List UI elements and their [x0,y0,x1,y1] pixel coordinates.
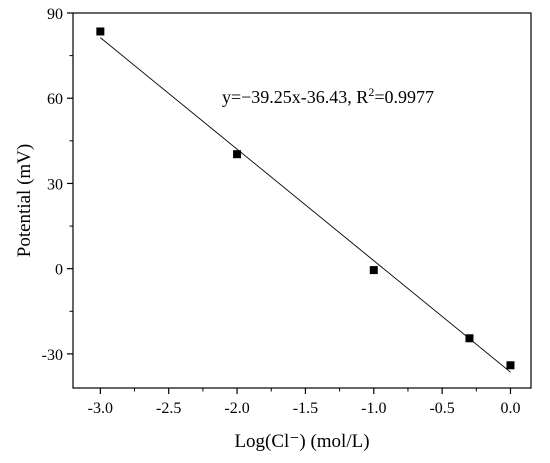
data-point [96,27,105,36]
plot-frame [72,12,532,389]
fit-line [100,37,511,373]
data-point [233,150,242,159]
y-tick-label: 30 [47,176,63,193]
y-tick-label: 0 [55,262,63,279]
y-tick-label: -30 [42,347,63,364]
x-axis-ticks: -3.0 -2.5 -2.0 -1.5 -1.0 -0.5 0.0 [88,388,520,417]
annotation-tail: =0.9977 [374,87,434,107]
data-point [506,361,515,370]
annotation-sup: 2 [368,85,374,99]
y-tick-label: 60 [47,91,63,108]
x-tick-label: -2.5 [156,400,181,417]
x-tick-label: -1.5 [293,400,318,417]
data-point [465,334,474,343]
data-points [96,27,515,370]
x-tick-label: -0.5 [429,400,454,417]
data-point [369,266,378,275]
y-axis-title: Potential (mV) [14,144,35,257]
x-tick-label: -3.0 [88,400,113,417]
x-tick-label: -1.0 [361,400,386,417]
x-tick-label: -2.0 [224,400,249,417]
y-axis-ticks: -30 0 30 60 90 [42,6,73,364]
x-axis-title: Log(Cl⁻) (mol/L) [234,431,369,452]
y-tick-label: 90 [47,6,63,23]
annotation-main: y=−39.25x-36.43, R [222,87,368,107]
x-tick-label: 0.0 [500,400,520,417]
fit-equation-annotation: y=−39.25x-36.43, R2=0.9977 [222,85,434,107]
